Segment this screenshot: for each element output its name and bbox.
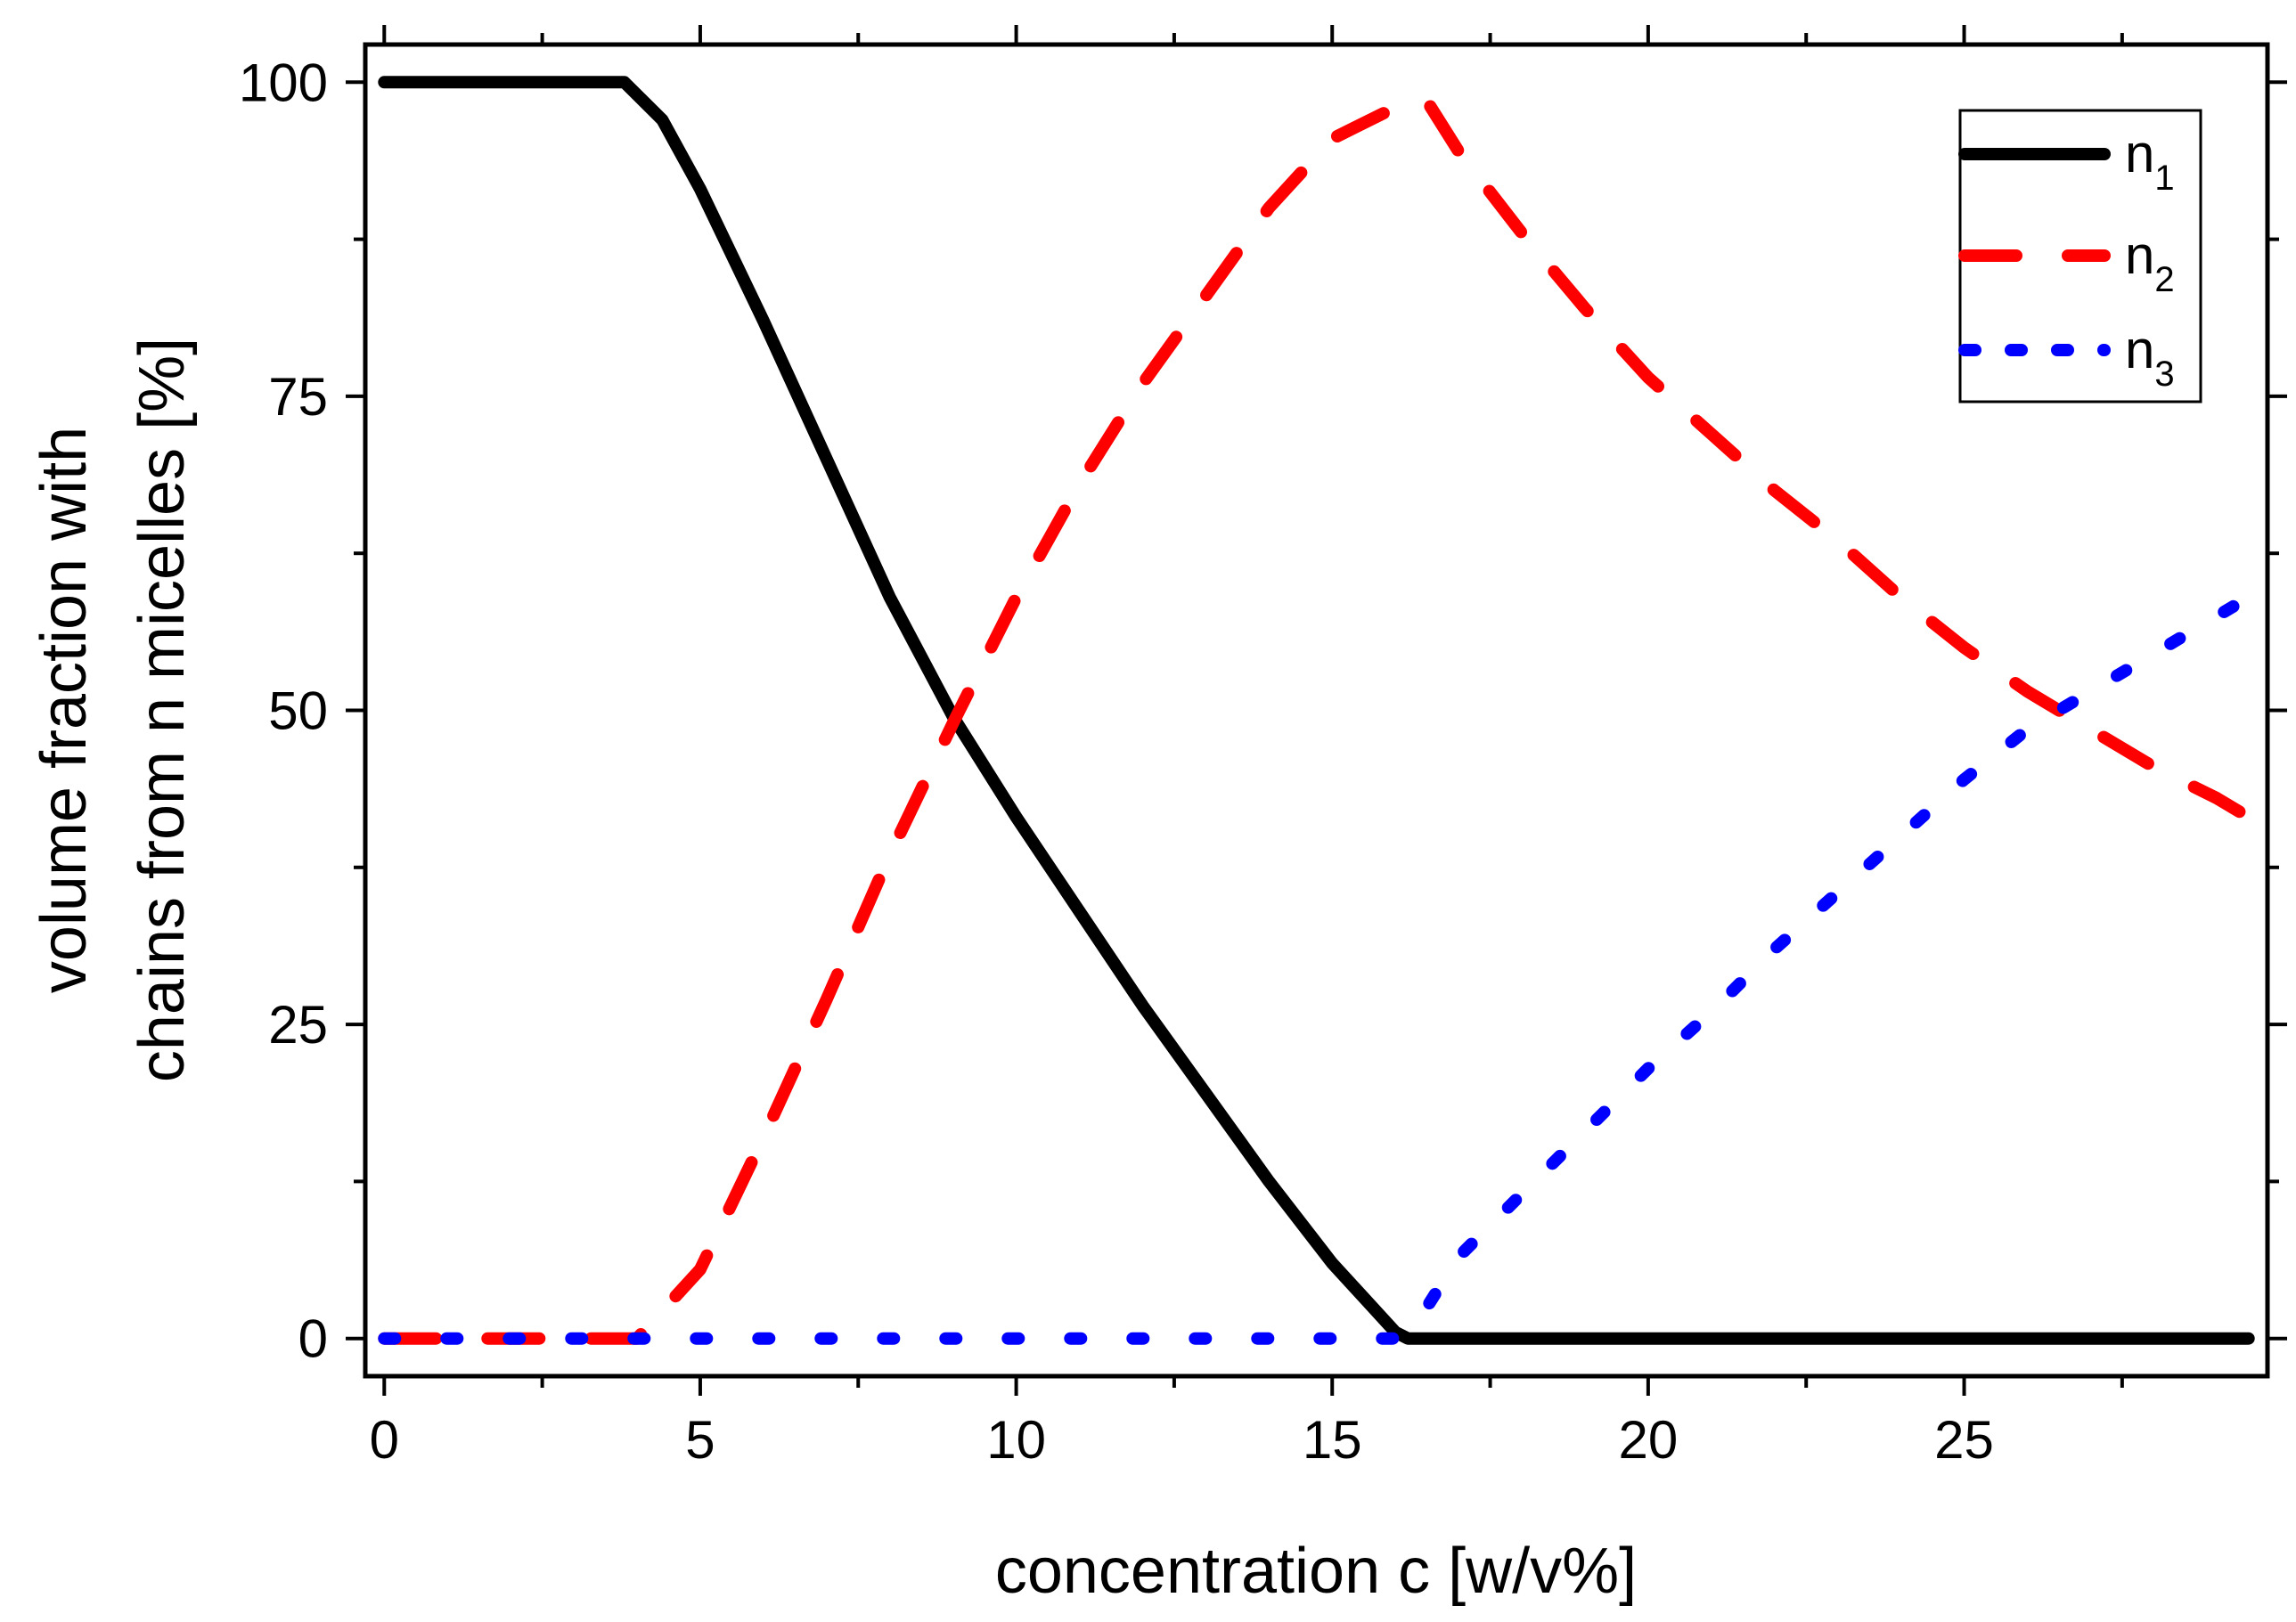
x-tick-label: 25 [1934,1410,1994,1470]
series-line-n2 [378,94,2255,1345]
y-axis-title-line2: chains from n micelles [%] [127,338,198,1082]
axis-tick-labels: 0 5 10 15 20 25 0 25 50 75 100 [239,53,1994,1470]
x-tick-label: 15 [1303,1410,1362,1470]
plot-frame [363,42,2270,1379]
data-series [378,76,2255,1345]
axis-ticks [346,25,2287,1396]
x-tick-label: 10 [986,1410,1046,1470]
series-line-n3 [378,591,2255,1345]
x-axis-title: concentration c [w/v%] [995,1536,1637,1607]
series-line-n1 [378,76,2255,1345]
legend-subscript: 1 [2154,159,2174,198]
x-tick-label: 5 [685,1410,715,1470]
legend-subscript: 2 [2154,260,2174,299]
x-tick-label: 20 [1619,1410,1679,1470]
legend-subscript: 3 [2154,355,2174,394]
x-tick-label: 0 [370,1410,399,1470]
y-tick-label: 100 [239,53,328,112]
y-tick-label: 50 [268,681,328,741]
y-tick-label: 25 [268,995,328,1055]
y-tick-label: 0 [298,1309,328,1369]
y-tick-label: 75 [268,367,328,427]
y-axis-title-line1: volume fraction with [29,427,100,993]
